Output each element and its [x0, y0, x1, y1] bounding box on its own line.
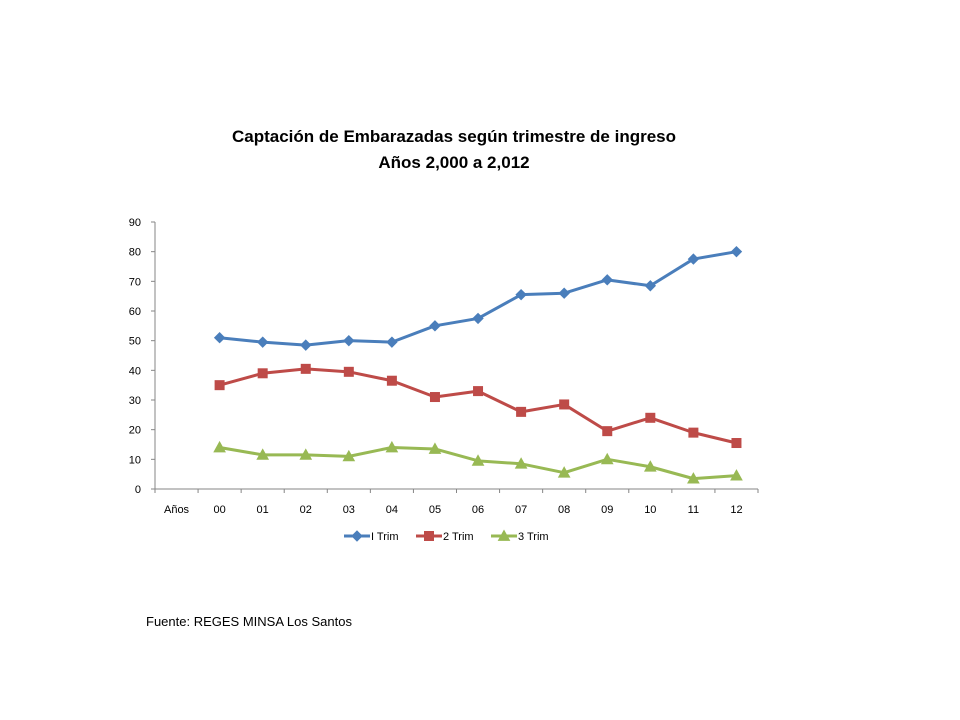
data-point: [600, 452, 614, 465]
x-tick-label: 06: [472, 504, 484, 516]
series-3: [213, 440, 743, 484]
data-point: [687, 472, 700, 484]
data-point: [472, 312, 484, 325]
source-label: Fuente:: [146, 614, 191, 629]
data-point: [299, 448, 313, 460]
x-tick-label: 03: [343, 504, 355, 516]
data-point: [428, 442, 442, 454]
data-point: [429, 392, 440, 403]
legend-marker: [351, 530, 363, 542]
data-point: [471, 454, 485, 466]
data-point: [601, 274, 613, 286]
data-point: [514, 457, 528, 469]
x-tick-label: 08: [558, 504, 570, 516]
data-point: [515, 288, 527, 301]
data-point: [213, 440, 226, 453]
data-point: [386, 336, 398, 348]
x-tick-label: 09: [601, 504, 613, 516]
data-point: [644, 280, 657, 292]
chart-legend: I Trim 2 Trim 3 Trim: [344, 529, 549, 543]
chart-subtitle: Años 2,000 a 2,012: [378, 153, 530, 172]
x-tick-label: 01: [257, 504, 269, 516]
data-point: [558, 287, 570, 299]
legend-marker: [497, 529, 511, 541]
data-point: [213, 331, 226, 344]
data-point: [343, 366, 354, 377]
data-point: [645, 412, 656, 423]
y-tick-label: 50: [129, 336, 141, 348]
series-2: [214, 363, 742, 449]
series-line: [219, 367, 737, 445]
x-tick-label: 02: [300, 504, 312, 516]
y-tick-label: 60: [129, 306, 141, 318]
x-tick-label: 00: [213, 504, 225, 516]
data-point: [730, 469, 743, 481]
y-tick-label: 10: [129, 454, 141, 466]
legend-marker: [424, 531, 434, 541]
x-tick-label: 12: [730, 504, 742, 516]
y-tick-label: 80: [129, 247, 141, 259]
y-tick-label: 40: [129, 365, 141, 377]
legend-label: I Trim: [371, 531, 399, 543]
data-point: [256, 336, 269, 348]
chart-axes: 0 10 20 30 40 50 60 70 80 90 Años 00 01 02 03 04 05 06 07 0…: [129, 217, 759, 516]
data-point: [557, 466, 571, 478]
legend-item: 2 Trim: [416, 531, 474, 543]
data-point: [300, 339, 312, 351]
x-tick-label: Años: [164, 504, 190, 516]
y-tick-label: 0: [135, 484, 141, 496]
data-point: [429, 320, 441, 332]
data-point: [643, 460, 657, 472]
x-tick-label: 05: [429, 504, 441, 516]
y-tick-label: 20: [129, 425, 141, 437]
data-point: [386, 375, 397, 386]
source-text: REGES MINSA Los Santos: [193, 614, 352, 629]
data-point: [730, 245, 743, 258]
data-point: [300, 363, 311, 374]
x-tick-label: 11: [688, 504, 699, 516]
chart-title-block: Captación de Embarazadas según trimestre…: [0, 124, 908, 176]
legend-item: 3 Trim: [491, 529, 549, 543]
x-tick-label: 10: [644, 504, 656, 516]
chart-title: Captación de Embarazadas según trimestre…: [231, 127, 677, 146]
y-tick-label: 70: [129, 276, 141, 288]
data-point: [256, 448, 270, 460]
series-line: [219, 250, 737, 347]
data-point: [385, 440, 399, 453]
data-point: [687, 253, 700, 265]
data-point: [559, 399, 570, 410]
data-point: [516, 406, 527, 417]
data-point: [342, 449, 356, 462]
chart-series: [213, 245, 743, 484]
series-1: [213, 245, 743, 351]
data-point: [688, 427, 699, 438]
legend-item: I Trim: [344, 530, 399, 543]
legend-label: 3 Trim: [518, 531, 549, 543]
x-tick-label: 04: [386, 504, 398, 516]
data-point: [214, 380, 225, 391]
source-note: Fuente: REGES MINSA Los Santos: [146, 614, 352, 629]
data-point: [343, 334, 355, 347]
data-point: [731, 438, 742, 449]
data-point: [602, 426, 613, 437]
legend-label: 2 Trim: [443, 531, 474, 543]
y-tick-label: 30: [129, 395, 141, 407]
y-tick-label: 90: [129, 217, 141, 229]
data-point: [473, 386, 484, 397]
data-point: [257, 368, 268, 379]
x-tick-label: 07: [515, 504, 527, 516]
